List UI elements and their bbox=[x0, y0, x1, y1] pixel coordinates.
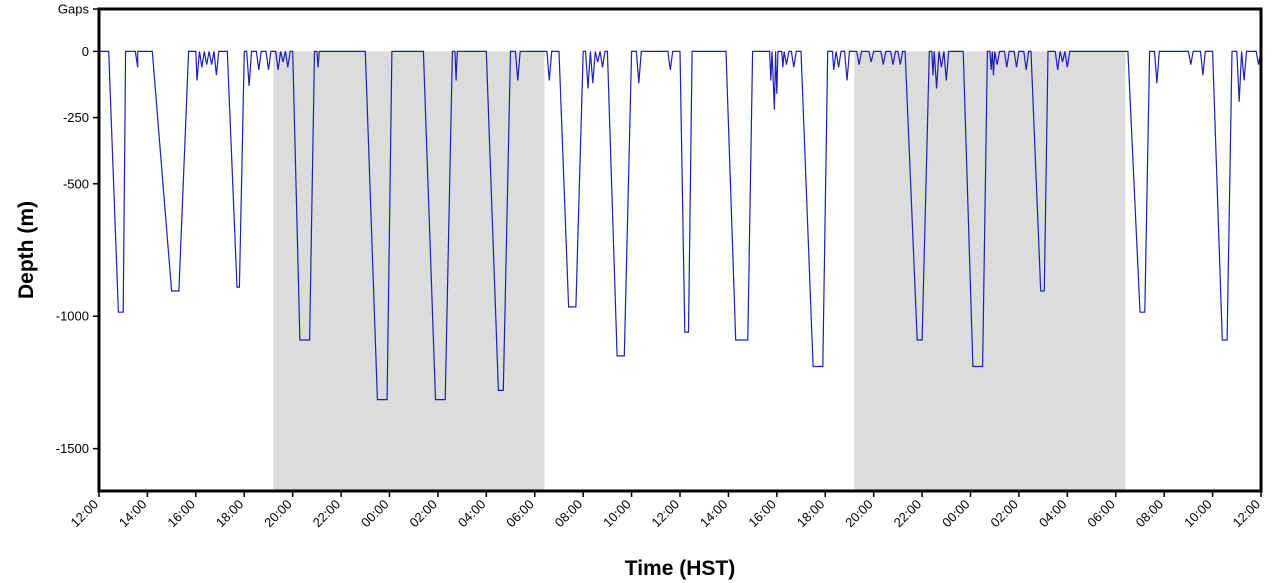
y-tick-label: -1000 bbox=[56, 309, 89, 324]
depth-series-layer bbox=[99, 50, 1262, 401]
x-tick-label: 10:00 bbox=[1181, 497, 1215, 531]
y-axis: Gaps 0 -250 -500 -1000 -1500 bbox=[56, 2, 99, 456]
x-tick-label: 12:00 bbox=[1230, 497, 1264, 531]
x-tick-label: 02:00 bbox=[987, 497, 1021, 531]
x-tick-label: 02:00 bbox=[406, 497, 440, 531]
x-tick-label: 06:00 bbox=[1084, 497, 1118, 531]
x-tick-label: 08:00 bbox=[1133, 497, 1167, 531]
y-tick-label: -500 bbox=[63, 176, 89, 191]
x-tick-label: 20:00 bbox=[261, 497, 295, 531]
x-tick-label: 00:00 bbox=[358, 497, 392, 531]
night-shading-layer bbox=[273, 51, 1126, 491]
x-tick-label: 00:00 bbox=[939, 497, 973, 531]
x-tick-label: 10:00 bbox=[600, 497, 634, 531]
x-tick-label: 08:00 bbox=[552, 497, 586, 531]
x-tick-label: 18:00 bbox=[213, 497, 247, 531]
x-tick-label: 14:00 bbox=[697, 497, 731, 531]
night-shading-0 bbox=[273, 51, 545, 491]
x-tick-label: 20:00 bbox=[842, 497, 876, 531]
y-tick-label: -250 bbox=[63, 110, 89, 125]
y-axis-title: Depth (m) bbox=[15, 201, 38, 299]
x-tick-label: 22:00 bbox=[891, 497, 925, 531]
x-tick-label: 04:00 bbox=[1036, 497, 1070, 531]
y-tick-label: 0 bbox=[82, 44, 89, 59]
x-tick-label: 12:00 bbox=[68, 497, 102, 531]
y-tick-label: Gaps bbox=[58, 2, 90, 17]
x-axis: 12:00 14:00 16:00 18:00 20:00 22:00 00:00 02:00… bbox=[68, 491, 1264, 531]
x-axis-title: Time (HST) bbox=[625, 557, 735, 580]
x-tick-label: 16:00 bbox=[745, 497, 779, 531]
x-tick-label: 16:00 bbox=[164, 497, 198, 531]
x-tick-label: 22:00 bbox=[310, 497, 344, 531]
x-tick-label: 14:00 bbox=[116, 497, 150, 531]
x-tick-label: 06:00 bbox=[503, 497, 537, 531]
night-shading-1 bbox=[854, 51, 1126, 491]
x-tick-label: 04:00 bbox=[455, 497, 489, 531]
x-tick-label: 12:00 bbox=[649, 497, 683, 531]
x-tick-label: 18:00 bbox=[794, 497, 828, 531]
y-tick-label: -1500 bbox=[56, 441, 89, 456]
depth-series-line-0 bbox=[99, 50, 1262, 401]
